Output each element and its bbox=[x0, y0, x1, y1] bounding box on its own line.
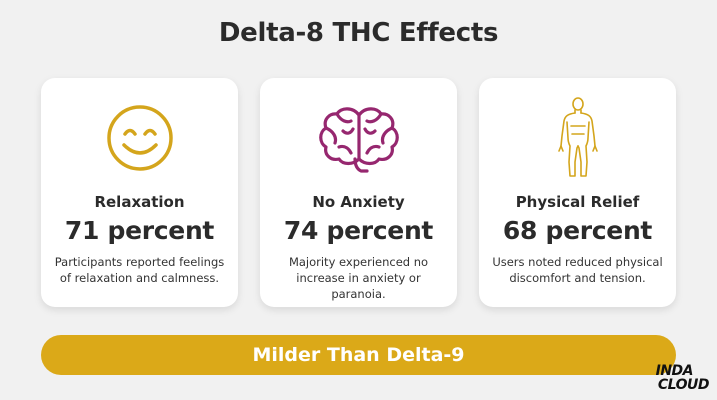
page-title: Delta-8 THC Effects bbox=[218, 18, 499, 48]
effect-description: Majority experienced no increase in anxi… bbox=[288, 255, 429, 301]
smiley-face-icon bbox=[41, 96, 238, 180]
human-body-icon bbox=[479, 96, 676, 180]
logo-text-line2: CLOUD bbox=[657, 377, 710, 393]
effect-percentage: 68 percent bbox=[502, 216, 653, 245]
effect-heading: No Anxiety bbox=[312, 193, 405, 211]
brain-icon bbox=[260, 96, 457, 180]
logo-text-line1: INDA bbox=[655, 363, 694, 379]
effect-percentage: 74 percent bbox=[283, 216, 434, 245]
effect-heading: Relaxation bbox=[94, 193, 185, 211]
effect-percentage: 71 percent bbox=[64, 216, 215, 245]
indacloud-logo: INDA CLOUD bbox=[647, 363, 710, 393]
effect-card-relaxation: Relaxation 71 percent Participants repor… bbox=[41, 78, 238, 307]
effect-card-no-anxiety: No Anxiety 74 percent Majority experienc… bbox=[260, 78, 457, 307]
effect-heading: Physical Relief bbox=[515, 193, 640, 211]
summary-banner: Milder Than Delta-9 bbox=[41, 335, 676, 375]
effect-card-physical-relief: Physical Relief 68 percent Users noted r… bbox=[479, 78, 676, 307]
effect-description: Participants reported feelings of relaxa… bbox=[54, 255, 225, 285]
effect-description: Users noted reduced physical discomfort … bbox=[492, 255, 663, 285]
